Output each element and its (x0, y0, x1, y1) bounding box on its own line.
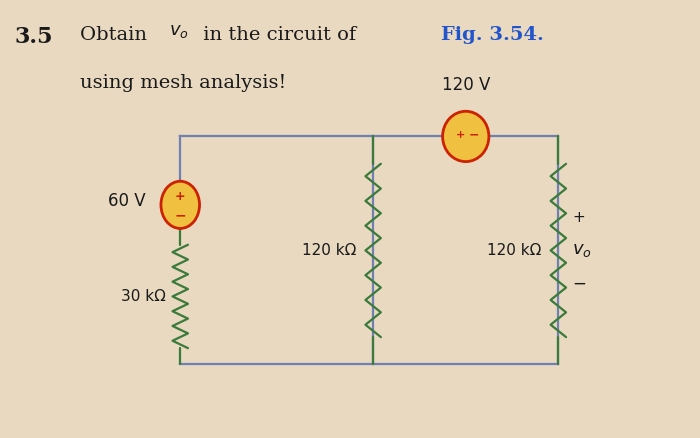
Text: +: + (175, 191, 186, 204)
Text: −: − (174, 208, 186, 222)
Text: 120 V: 120 V (442, 76, 490, 94)
Text: +: + (572, 210, 585, 225)
Text: 3.5: 3.5 (15, 26, 53, 48)
Text: $v_o$: $v_o$ (572, 241, 592, 259)
Text: Fig. 3.54.: Fig. 3.54. (441, 26, 544, 44)
Text: −: − (468, 128, 479, 141)
Text: 120 kΩ: 120 kΩ (302, 243, 356, 258)
Text: −: − (572, 275, 586, 293)
Text: 120 kΩ: 120 kΩ (487, 243, 541, 258)
Ellipse shape (442, 111, 489, 162)
Text: using mesh analysis!: using mesh analysis! (80, 74, 286, 92)
Text: $v_o$: $v_o$ (169, 22, 188, 40)
Text: 60 V: 60 V (108, 192, 146, 210)
Text: 30 kΩ: 30 kΩ (122, 289, 167, 304)
Ellipse shape (161, 181, 199, 229)
Text: in the circuit of: in the circuit of (197, 26, 363, 44)
Text: Obtain: Obtain (80, 26, 153, 44)
Text: +: + (456, 130, 465, 140)
